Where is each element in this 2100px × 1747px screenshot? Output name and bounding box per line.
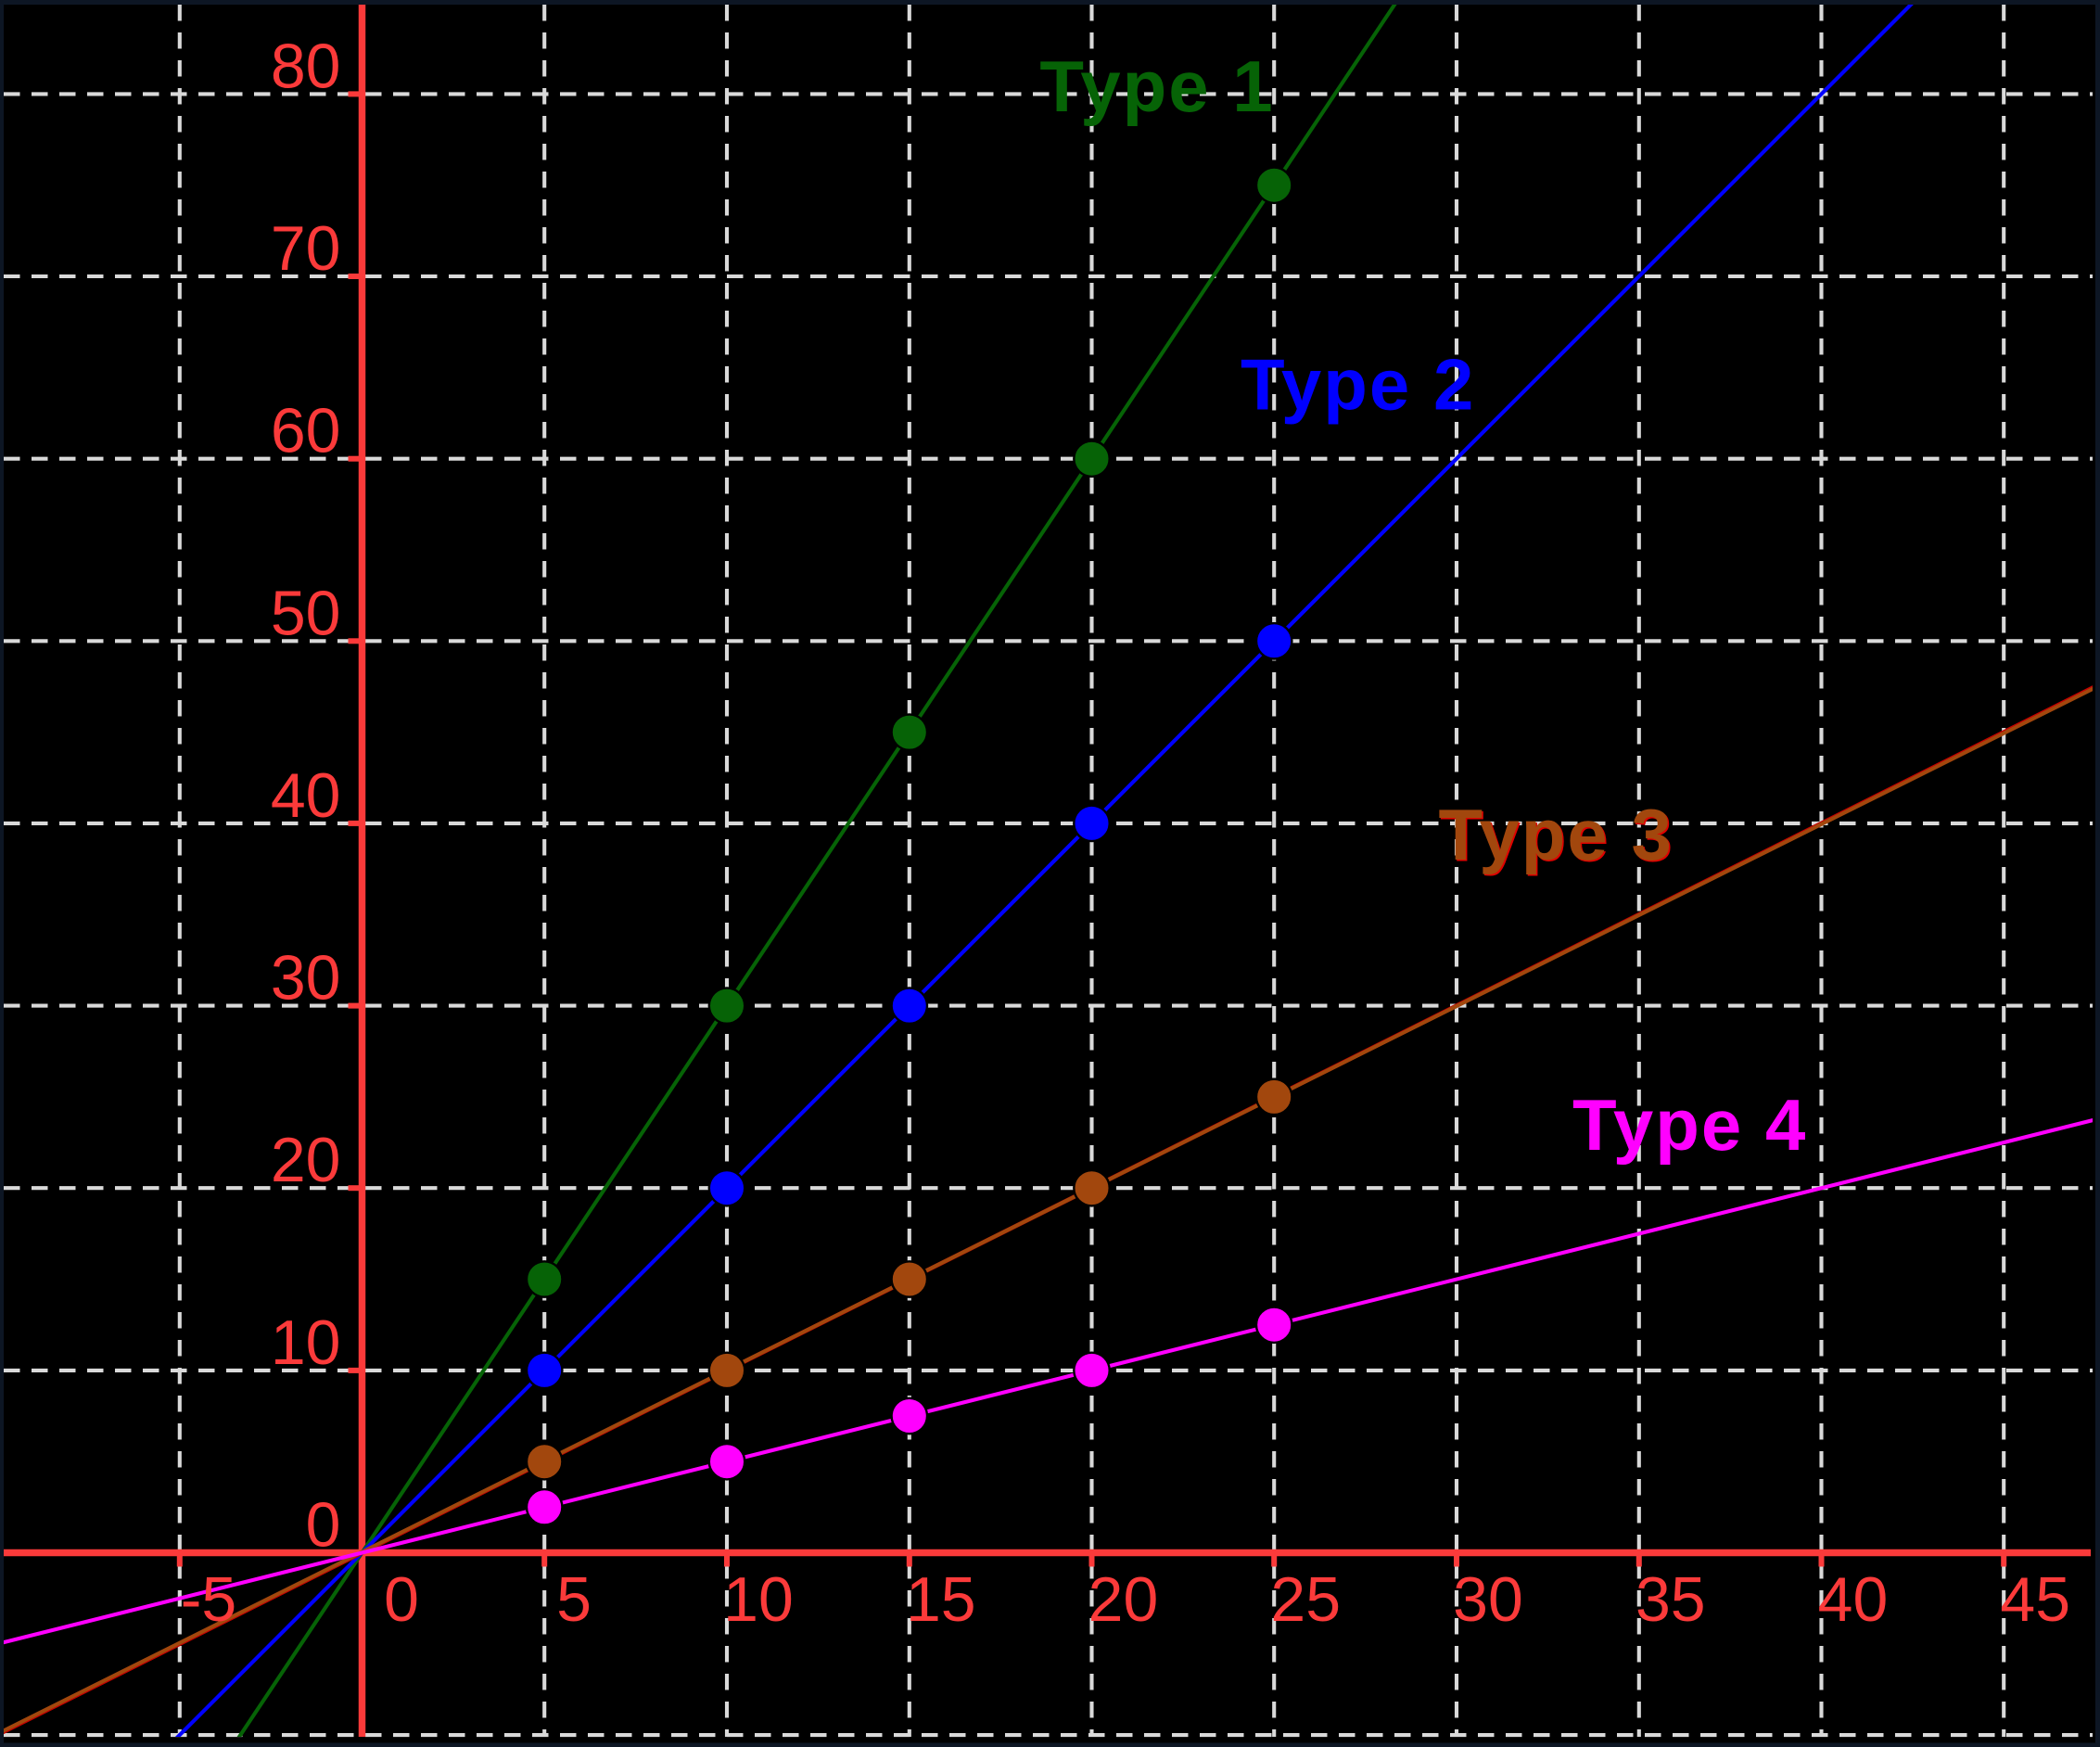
svg-text:40: 40 xyxy=(1818,1564,1889,1635)
svg-text:45: 45 xyxy=(2000,1564,2070,1635)
svg-text:Type 3: Type 3 xyxy=(1440,796,1674,877)
svg-text:15: 15 xyxy=(906,1564,976,1635)
svg-text:5: 5 xyxy=(556,1564,592,1635)
svg-text:20: 20 xyxy=(1088,1564,1159,1635)
svg-text:70: 70 xyxy=(271,213,341,284)
svg-text:Type 2: Type 2 xyxy=(1241,343,1475,425)
svg-text:-5: -5 xyxy=(181,1564,236,1635)
svg-text:10: 10 xyxy=(723,1564,794,1635)
svg-text:10: 10 xyxy=(271,1307,341,1378)
svg-text:30: 30 xyxy=(1453,1564,1523,1635)
svg-text:0: 0 xyxy=(384,1564,419,1635)
svg-text:50: 50 xyxy=(271,578,341,648)
svg-text:Type 3: Type 3 xyxy=(1439,794,1674,875)
svg-text:80: 80 xyxy=(271,31,341,101)
svg-text:20: 20 xyxy=(271,1125,341,1195)
svg-text:0: 0 xyxy=(306,1490,341,1561)
svg-text:30: 30 xyxy=(271,943,341,1014)
svg-text:Type 1: Type 1 xyxy=(1039,45,1274,127)
svg-text:40: 40 xyxy=(271,760,341,831)
svg-text:25: 25 xyxy=(1270,1564,1341,1635)
svg-text:60: 60 xyxy=(271,396,341,466)
svg-text:35: 35 xyxy=(1635,1564,1706,1635)
svg-text:Type 4: Type 4 xyxy=(1572,1084,1807,1166)
